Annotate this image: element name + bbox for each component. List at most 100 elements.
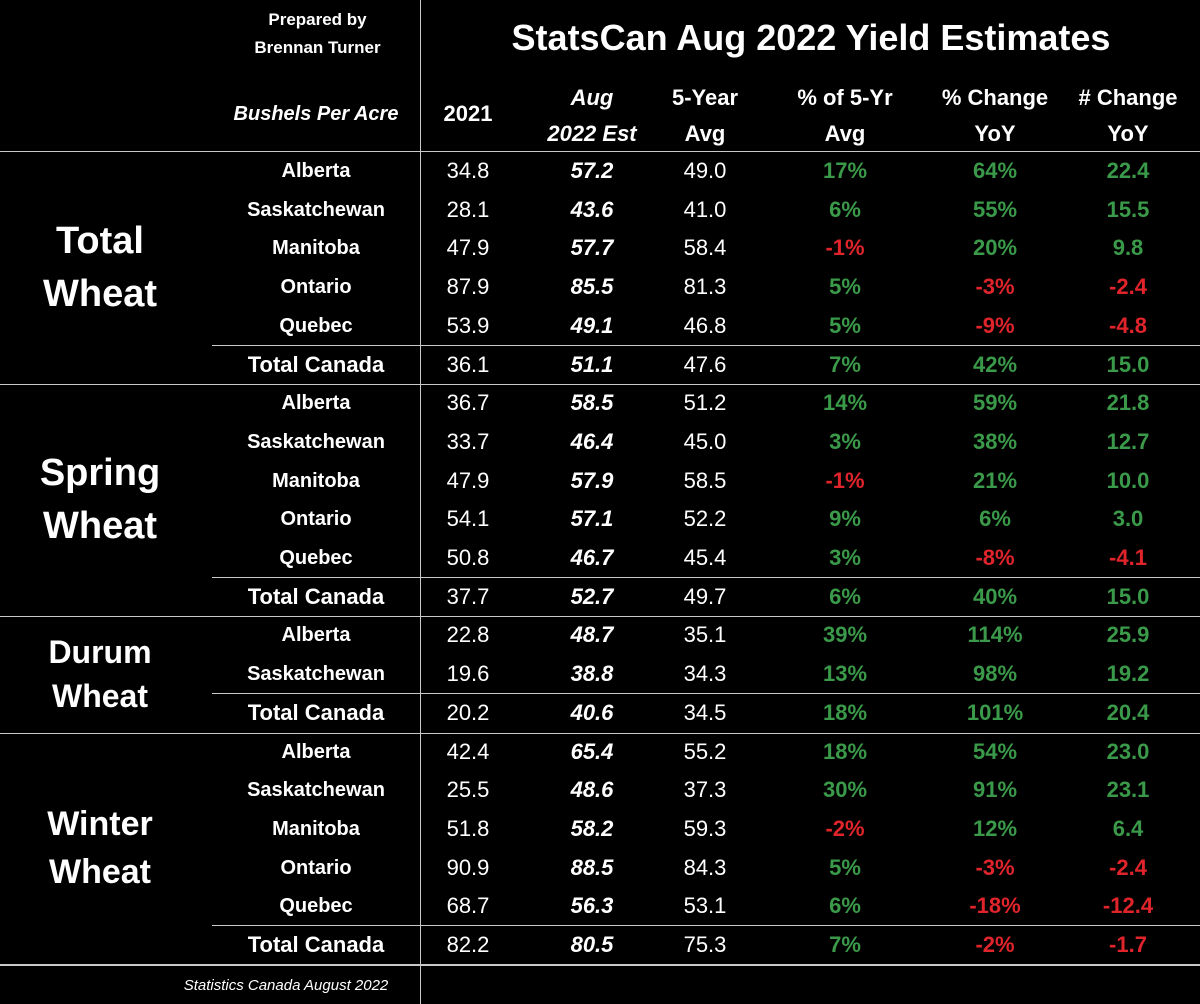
value-5yr-avg: 49.0 <box>683 158 727 183</box>
value-pct-of-avg: 30% <box>822 777 868 803</box>
grid-line-section <box>0 733 1200 734</box>
value-num-change-yoy: 19.2 <box>1106 661 1150 687</box>
grid-line-footer <box>0 964 1200 965</box>
value-pct-of-avg: 39% <box>822 622 868 648</box>
province-label: Total Canada <box>247 351 385 377</box>
province-label: Alberta <box>281 392 351 415</box>
col-header-num-line1: # Change <box>1078 85 1178 110</box>
value-num-change-yoy: 3.0 <box>1112 506 1144 532</box>
value-2021: 82.2 <box>446 932 490 957</box>
section-label-line2: Wheat <box>52 678 148 715</box>
col-header-avg-line1: 5-Year <box>671 85 739 110</box>
value-pct-change-yoy: 12% <box>972 815 1018 841</box>
value-aug-2022: 52.7 <box>570 583 614 609</box>
value-num-change-yoy: 25.9 <box>1106 622 1150 648</box>
value-5yr-avg: 45.0 <box>683 428 727 454</box>
value-5yr-avg: 37.3 <box>683 777 727 803</box>
value-5yr-avg: 75.3 <box>683 932 727 957</box>
value-pct-of-avg: 17% <box>822 158 868 183</box>
value-pct-of-avg: 18% <box>822 699 868 725</box>
value-5yr-avg: 34.3 <box>683 661 727 687</box>
grid-line-section <box>0 384 1200 385</box>
value-pct-change-yoy: 101% <box>966 699 1024 725</box>
province-label: Alberta <box>281 160 351 182</box>
col-header-pct-line2: Avg <box>824 121 866 146</box>
province-label: Quebec <box>279 314 353 337</box>
source-footnote: Statistics Canada August 2022 <box>183 977 389 994</box>
value-pct-change-yoy: 21% <box>972 467 1018 493</box>
province-label: Saskatchewan <box>247 663 385 686</box>
value-num-change-yoy: 21.8 <box>1106 390 1150 416</box>
province-label: Alberta <box>281 740 351 763</box>
value-aug-2022: 56.3 <box>570 893 614 919</box>
value-2021: 68.7 <box>446 893 490 919</box>
value-pct-change-yoy: 91% <box>972 777 1018 803</box>
section-label-line1: Durum <box>48 633 152 670</box>
value-aug-2022: 40.6 <box>570 699 614 725</box>
value-pct-of-avg: 9% <box>829 506 861 532</box>
value-pct-change-yoy: 59% <box>972 390 1018 416</box>
value-2021: 25.5 <box>446 777 490 803</box>
value-aug-2022: 46.4 <box>570 428 614 454</box>
value-num-change-yoy: 15.0 <box>1106 351 1150 377</box>
value-pct-change-yoy: 55% <box>972 196 1018 222</box>
value-num-change-yoy: 12.7 <box>1106 428 1150 454</box>
value-5yr-avg: 51.2 <box>683 390 727 416</box>
value-pct-of-avg: -1% <box>825 235 865 261</box>
value-pct-change-yoy: 20% <box>972 235 1018 261</box>
value-2021: 20.2 <box>446 699 490 725</box>
value-2021: 90.9 <box>446 854 490 880</box>
value-aug-2022: 80.5 <box>570 932 614 957</box>
section-label-line1: Total <box>56 219 144 262</box>
value-pct-change-yoy: 64% <box>972 158 1018 183</box>
col-header-num-line2: YoY <box>1107 121 1149 146</box>
col-header-2021: 2021 <box>443 101 493 126</box>
col-header-aug-line2: 2022 Est <box>547 121 637 146</box>
value-pct-of-avg: 7% <box>829 932 861 957</box>
value-5yr-avg: 45.4 <box>683 545 727 570</box>
value-pct-of-avg: 7% <box>829 351 861 377</box>
value-pct-change-yoy: -3% <box>975 854 1015 880</box>
value-aug-2022: 65.4 <box>570 738 614 764</box>
value-aug-2022: 57.2 <box>570 158 614 183</box>
value-5yr-avg: 58.5 <box>683 467 727 493</box>
value-pct-of-avg: 6% <box>829 893 861 919</box>
value-num-change-yoy: -12.4 <box>1102 893 1154 919</box>
province-label: Ontario <box>280 508 352 531</box>
province-label: Quebec <box>279 547 353 569</box>
value-5yr-avg: 34.5 <box>683 699 727 725</box>
col-header-yoy-line1: % Change <box>941 85 1049 110</box>
col-header-pct-line1: % of 5-Yr <box>797 85 893 110</box>
value-pct-change-yoy: 6% <box>979 506 1011 532</box>
section-label-line1: Spring <box>39 452 161 495</box>
grid-line-total <box>212 925 1200 926</box>
value-aug-2022: 58.2 <box>570 815 614 841</box>
value-2021: 28.1 <box>446 196 490 222</box>
value-5yr-avg: 46.8 <box>683 312 727 338</box>
value-pct-of-avg: -1% <box>825 467 865 493</box>
value-aug-2022: 48.7 <box>570 622 614 648</box>
value-num-change-yoy: 22.4 <box>1106 158 1150 183</box>
grid-line-total <box>212 576 1200 578</box>
value-2021: 47.9 <box>446 235 490 261</box>
value-pct-of-avg: -2% <box>825 815 865 841</box>
credit-line-1: Prepared by <box>268 10 367 29</box>
value-2021: 47.9 <box>446 467 490 493</box>
value-5yr-avg: 49.7 <box>683 583 727 609</box>
section-label-line2: Wheat <box>43 505 157 548</box>
province-label: Ontario <box>280 276 352 299</box>
province-label: Manitoba <box>272 469 360 492</box>
grid-line-total <box>212 692 1200 694</box>
value-2021: 34.8 <box>446 158 490 183</box>
value-pct-of-avg: 3% <box>829 428 861 454</box>
grid-divider-vertical <box>420 0 421 1004</box>
province-label: Total Canada <box>247 932 385 957</box>
value-pct-change-yoy: 40% <box>972 583 1018 609</box>
section-label-line2: Wheat <box>49 852 151 891</box>
value-num-change-yoy: -1.7 <box>1109 932 1147 957</box>
value-5yr-avg: 35.1 <box>683 622 727 648</box>
value-5yr-avg: 47.6 <box>683 351 727 377</box>
province-label: Ontario <box>280 856 352 879</box>
col-header-aug-line1: Aug <box>570 85 614 110</box>
value-2021: 50.8 <box>446 545 490 570</box>
